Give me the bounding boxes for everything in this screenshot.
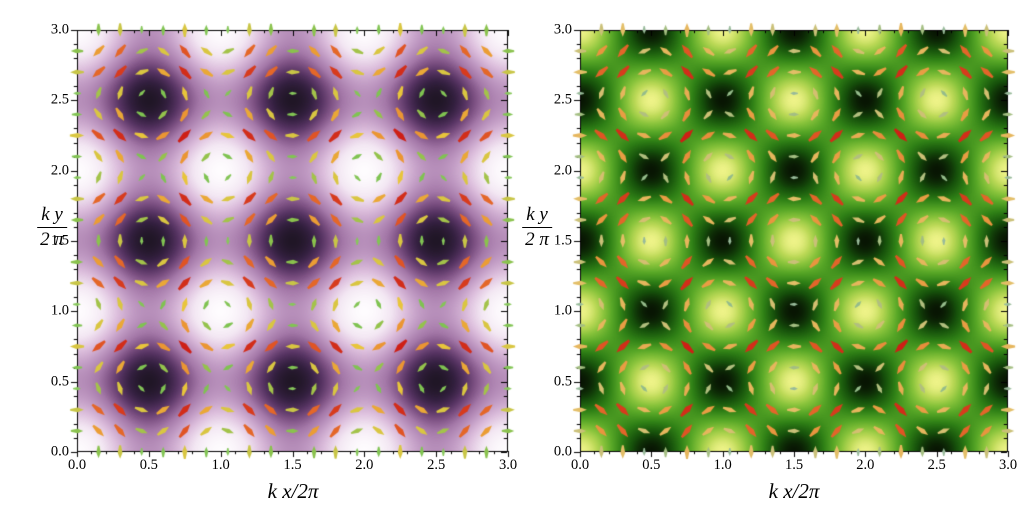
y-tick-label: 2.5	[553, 91, 572, 108]
y-axis-label-right: k y 2 π	[522, 204, 552, 251]
x-tick-label: 0.0	[67, 457, 87, 473]
y-tick-label: 2.5	[50, 91, 69, 108]
y-tick-label: 0.5	[553, 373, 572, 390]
density-quiver-canvas-left	[65, 18, 520, 464]
density-quiver-canvas-right	[568, 18, 1020, 464]
y-tick-label: 1.0	[553, 302, 572, 319]
x-tick-label: 1.0	[713, 457, 732, 473]
y-tick-label: 2.0	[553, 162, 572, 179]
y-axis-label-numerator: k y	[522, 204, 552, 228]
x-tick-label: 2.0	[355, 457, 374, 473]
x-axis-label-right: k x/2π	[768, 479, 820, 503]
x-tick-label: 3.0	[498, 457, 518, 473]
y-tick-label: 3.0	[553, 21, 572, 38]
x-tick-label: 0.5	[139, 457, 158, 473]
x-tick-label: 1.5	[283, 457, 302, 473]
x-tick-label: 0.5	[642, 457, 661, 473]
y-tick-label: 0.0	[50, 443, 69, 460]
y-tick-label: 2.0	[50, 162, 69, 179]
y-axis-label-left: k y 2 π	[37, 204, 67, 251]
x-tick-label: 2.5	[927, 457, 946, 473]
x-tick-label: 1.0	[211, 457, 230, 473]
y-axis-label-denominator: 2 π	[40, 228, 64, 250]
x-tick-label: 3.0	[998, 457, 1018, 473]
x-tick-label: 2.5	[427, 457, 446, 473]
x-tick-label: 1.5	[784, 457, 804, 473]
y-tick-label: 0.0	[553, 443, 572, 460]
y-tick-label: 1.5	[553, 232, 572, 249]
y-axis-label-denominator: 2 π	[525, 228, 549, 250]
y-tick-label: 1.0	[50, 302, 69, 319]
x-axis-label-left: k x/2π	[267, 479, 319, 503]
y-tick-label: 3.0	[50, 21, 69, 38]
y-tick-label: 0.5	[50, 373, 69, 390]
x-tick-label: 0.0	[570, 457, 590, 473]
y-tick-label: 1.5	[50, 232, 69, 249]
x-tick-label: 2.0	[856, 457, 875, 473]
y-axis-label-numerator: k y	[37, 204, 67, 228]
